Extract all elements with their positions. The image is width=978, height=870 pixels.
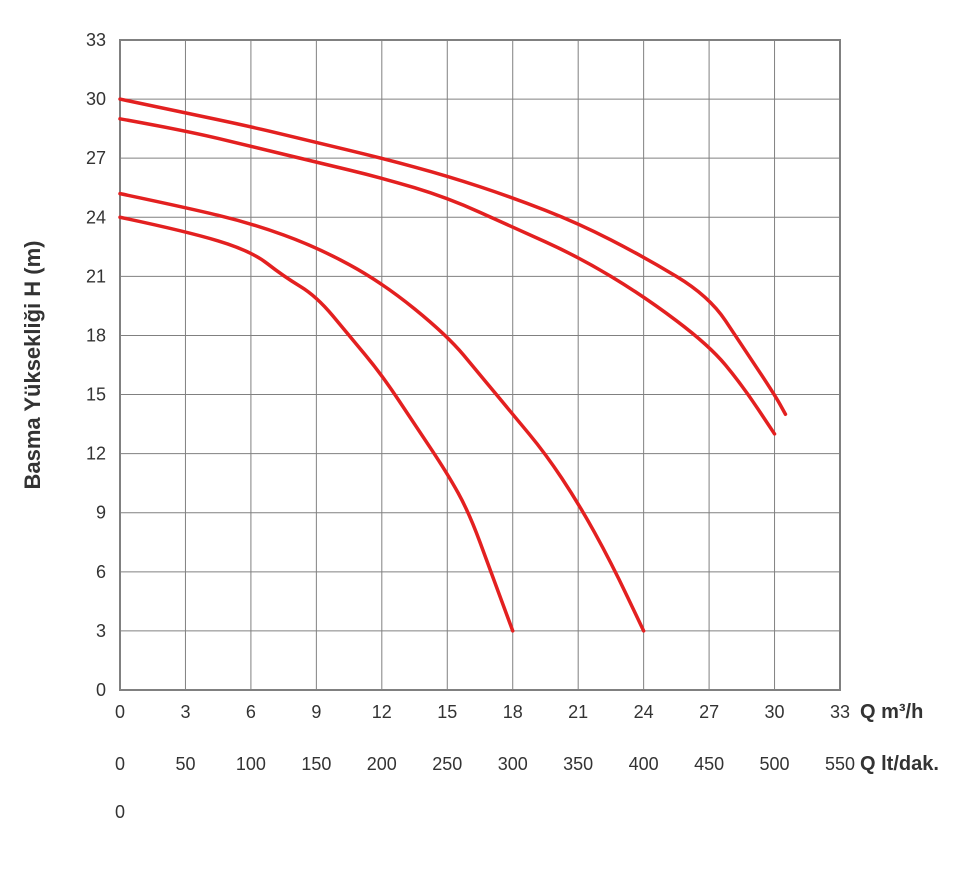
y-axis-label: Basma Yüksekliği H (m) (20, 240, 45, 489)
y-tick-label: 9 (96, 503, 106, 523)
x-tick-label-secondary: 250 (432, 754, 462, 774)
x-tick-label-primary: 0 (115, 702, 125, 722)
x-tick-label-secondary: 350 (563, 754, 593, 774)
y-tick-label: 6 (96, 562, 106, 582)
x-axis-primary-label: Q m³/h (860, 701, 923, 723)
x-tick-label-secondary: 400 (629, 754, 659, 774)
x-tick-label-primary: 30 (765, 702, 785, 722)
x-tick-label-secondary: 0 (115, 754, 125, 774)
y-tick-label: 27 (86, 148, 106, 168)
x-tick-label-primary: 27 (699, 702, 719, 722)
y-tick-label: 18 (86, 325, 106, 345)
x-tick-label-primary: 24 (634, 702, 654, 722)
y-tick-label: 30 (86, 89, 106, 109)
x-tick-label-primary: 15 (437, 702, 457, 722)
x-tick-label-secondary: 300 (498, 754, 528, 774)
x-tick-label-primary: 12 (372, 702, 392, 722)
x-tick-label-primary: 33 (830, 702, 850, 722)
x-tick-label-secondary: 550 (825, 754, 855, 774)
y-tick-label: 0 (96, 680, 106, 700)
x-axis-secondary-label: Q lt/dak. (860, 753, 939, 775)
x-tick-label-secondary: 500 (760, 754, 790, 774)
extra-zero-label: 0 (115, 802, 125, 822)
y-tick-label: 3 (96, 621, 106, 641)
y-tick-label: 33 (86, 30, 106, 50)
x-tick-label-primary: 18 (503, 702, 523, 722)
y-tick-label: 15 (86, 385, 106, 405)
y-tick-label: 12 (86, 444, 106, 464)
x-tick-label-primary: 9 (311, 702, 321, 722)
y-tick-label: 24 (86, 207, 106, 227)
chart-svg: 0 3 6 9 12 15 18 21 24 27 30 33 0 3 6 9 12 15 18 21 24 27 30 33… (0, 0, 978, 870)
x-tick-label-primary: 3 (180, 702, 190, 722)
y-tick-label: 21 (86, 266, 106, 286)
x-tick-label-primary: 21 (568, 702, 588, 722)
x-tick-label-secondary: 450 (694, 754, 724, 774)
pump-curve-chart: 0 3 6 9 12 15 18 21 24 27 30 33 0 3 6 9 12 15 18 21 24 27 30 33… (0, 0, 978, 870)
x-tick-label-secondary: 200 (367, 754, 397, 774)
x-tick-label-secondary: 50 (175, 754, 195, 774)
x-tick-label-primary: 6 (246, 702, 256, 722)
x-tick-label-secondary: 150 (301, 754, 331, 774)
x-tick-label-secondary: 100 (236, 754, 266, 774)
